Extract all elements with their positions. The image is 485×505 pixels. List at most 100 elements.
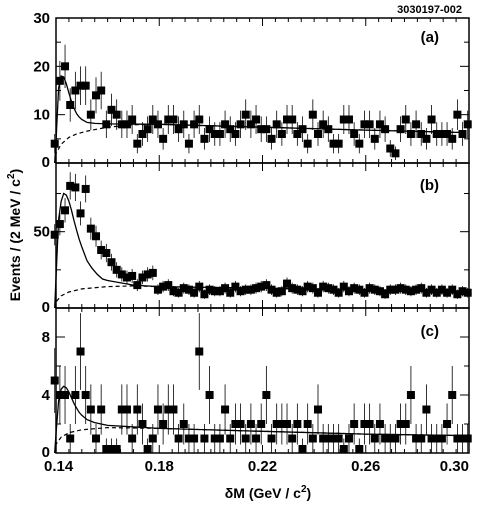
data-point <box>396 284 405 293</box>
data-point <box>184 139 193 148</box>
data-point <box>50 376 59 385</box>
data-point <box>174 125 183 134</box>
data-point <box>215 130 224 138</box>
data-point <box>174 434 183 443</box>
data-point <box>381 290 390 299</box>
data-point <box>283 420 292 428</box>
data-point <box>303 282 312 291</box>
data-point <box>210 434 219 443</box>
data-point <box>458 130 467 138</box>
data-point <box>360 420 369 428</box>
data-point <box>453 110 462 119</box>
data-point <box>252 284 261 293</box>
data-point <box>313 405 322 414</box>
data-point <box>107 445 116 453</box>
data-point <box>283 279 292 288</box>
data-point <box>81 391 90 399</box>
data-point <box>267 285 276 294</box>
data-point <box>319 120 328 129</box>
data-point <box>443 420 452 428</box>
data-point <box>432 434 441 443</box>
data-point <box>350 284 359 293</box>
data-point <box>210 130 219 138</box>
data-point <box>262 281 271 290</box>
data-point <box>97 246 106 254</box>
data-point <box>236 120 245 129</box>
data-point <box>432 288 441 297</box>
data-point <box>324 125 333 134</box>
data-point <box>422 405 431 414</box>
data-point <box>190 120 199 129</box>
data-point <box>76 347 85 356</box>
data-point <box>236 287 245 296</box>
panel-a-frame <box>55 17 470 164</box>
data-point <box>463 288 472 297</box>
panel-a: (a) 0 10 20 30 <box>33 10 472 171</box>
data-point <box>252 434 261 443</box>
data-point <box>324 434 333 443</box>
data-point <box>153 120 162 129</box>
data-point <box>246 420 255 428</box>
data-point <box>406 287 415 296</box>
data-point <box>288 115 297 124</box>
data-point <box>288 434 297 443</box>
data-point <box>267 134 276 143</box>
data-point <box>138 420 147 428</box>
data-point <box>200 434 209 443</box>
data-point <box>159 420 168 428</box>
data-point <box>66 181 75 190</box>
data-point <box>257 282 266 291</box>
data-point <box>365 420 374 428</box>
data-point <box>71 86 80 95</box>
panel-b-marks: 0 50 <box>33 163 472 316</box>
data-point <box>133 405 142 414</box>
data-point <box>76 209 85 218</box>
data-point <box>66 101 75 109</box>
data-point <box>55 76 64 85</box>
data-point <box>355 285 364 294</box>
data-point <box>55 220 64 229</box>
data-point <box>365 120 374 129</box>
data-point <box>334 139 343 148</box>
data-point <box>298 445 307 453</box>
data-point <box>288 284 297 293</box>
data-point <box>308 284 317 293</box>
data-point <box>190 434 199 443</box>
data-point <box>169 287 178 296</box>
data-point <box>370 434 379 443</box>
panel-b: (b) 0 50 <box>33 162 472 316</box>
data-point <box>128 115 137 124</box>
data-point <box>117 270 126 279</box>
y-tick-label: 30 <box>33 10 50 27</box>
data-point <box>61 391 70 399</box>
data-point <box>257 125 266 134</box>
data-point <box>313 130 322 138</box>
data-point <box>246 120 255 129</box>
data-point <box>164 115 173 124</box>
data-point <box>179 420 188 428</box>
data-point <box>195 282 204 291</box>
data-point <box>164 281 173 290</box>
data-point <box>437 285 446 294</box>
data-point <box>391 285 400 294</box>
data-point <box>252 115 261 124</box>
data-point <box>437 434 446 443</box>
data-point <box>375 420 384 428</box>
data-point <box>313 288 322 297</box>
data-point <box>153 405 162 414</box>
data-point <box>226 125 235 134</box>
data-point <box>303 139 312 148</box>
data-point <box>112 445 121 453</box>
data-point <box>61 206 70 215</box>
panel-c-label: (c) <box>421 323 439 340</box>
data-point <box>417 434 426 443</box>
x-tick-label: 0.30 <box>440 458 469 475</box>
data-point <box>169 115 178 124</box>
data-point <box>381 434 390 443</box>
data-point <box>396 420 405 428</box>
data-point <box>344 115 353 124</box>
data-point <box>396 125 405 134</box>
background-fit-curve <box>54 426 467 454</box>
panel-a-label: (a) <box>421 29 439 46</box>
